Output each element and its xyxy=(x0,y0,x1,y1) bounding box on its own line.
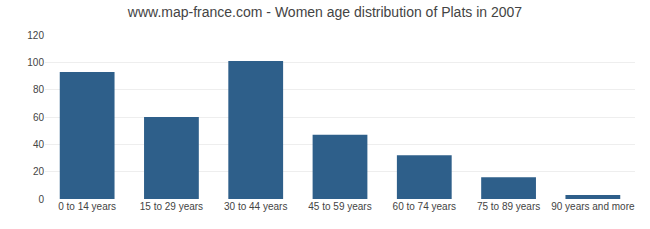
svg-text:75 to 89 years: 75 to 89 years xyxy=(477,201,540,212)
svg-text:80: 80 xyxy=(33,84,45,95)
svg-text:www.map-france.com - Women age: www.map-france.com - Women age distribut… xyxy=(127,4,522,20)
svg-text:60: 60 xyxy=(33,112,45,123)
svg-text:40: 40 xyxy=(33,139,45,150)
svg-text:120: 120 xyxy=(27,30,44,41)
svg-text:0: 0 xyxy=(38,194,44,205)
svg-text:30 to 44 years: 30 to 44 years xyxy=(224,201,287,212)
svg-text:20: 20 xyxy=(33,166,45,177)
svg-text:0 to 14 years: 0 to 14 years xyxy=(58,201,116,212)
svg-text:15 to 29 years: 15 to 29 years xyxy=(140,201,203,212)
svg-text:60 to 74 years: 60 to 74 years xyxy=(393,201,456,212)
svg-text:90 years and more: 90 years and more xyxy=(551,201,635,212)
svg-text:45 to 59 years: 45 to 59 years xyxy=(308,201,371,212)
svg-text:100: 100 xyxy=(27,57,44,68)
